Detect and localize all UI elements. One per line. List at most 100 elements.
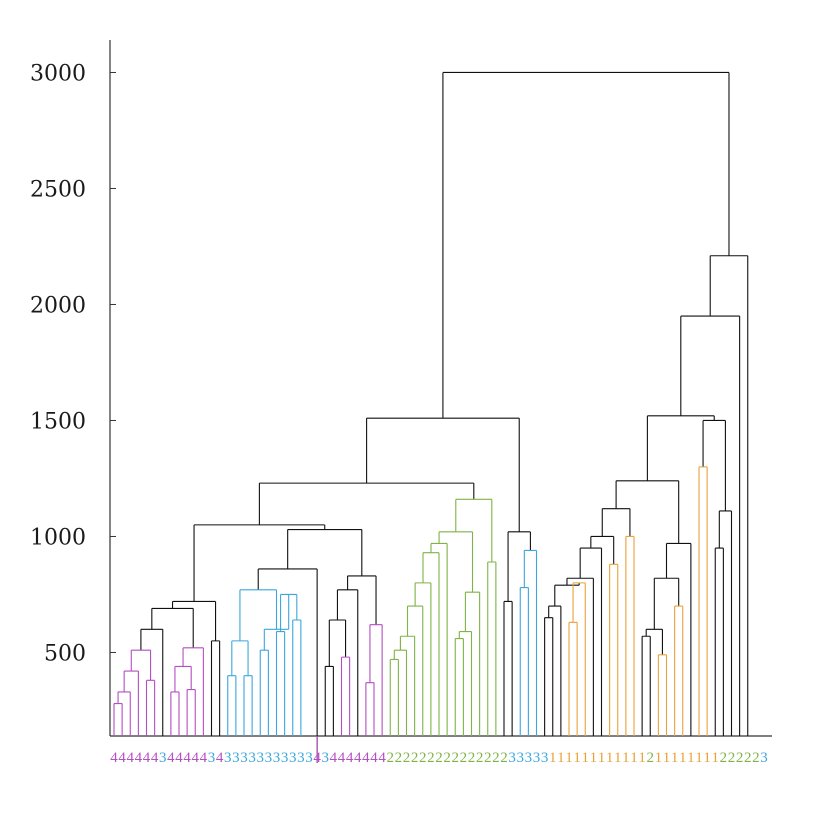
leaf-label: 1 — [679, 750, 687, 766]
dendrogram-link — [590, 535, 615, 565]
dendrogram-link — [140, 628, 164, 736]
leaf-label: 4 — [216, 750, 224, 766]
leaf-label: 3 — [208, 750, 216, 766]
dendrogram-link — [519, 586, 529, 736]
dendrogram-link — [243, 675, 253, 736]
leaf-label: 1 — [695, 750, 703, 766]
dendrogram-link — [674, 605, 684, 736]
dendrogram-link — [123, 670, 139, 736]
leaf-label: 3 — [159, 750, 167, 766]
dendrogram-link — [455, 498, 493, 562]
leaf-label: 3 — [517, 750, 525, 766]
dendrogram-link — [186, 689, 196, 736]
dendrogram-link — [257, 568, 318, 763]
dendrogram-link — [568, 621, 578, 736]
leaf-label: 4 — [175, 750, 183, 766]
leaf-label: 4 — [183, 750, 191, 766]
leaf-label: 3 — [248, 750, 256, 766]
dendrogram-link — [389, 658, 399, 736]
dendrogram-link — [287, 528, 363, 576]
leaf-label: 2 — [728, 750, 736, 766]
y-tick-label: 1000 — [30, 525, 86, 550]
leaf-label: 1 — [703, 750, 711, 766]
leaf-label: 2 — [419, 750, 427, 766]
dendrogram-link — [554, 582, 580, 607]
leaf-label: 2 — [395, 750, 403, 766]
dendrogram-link — [523, 549, 538, 736]
dendrogram-link — [366, 417, 520, 532]
leaf-label: 3 — [289, 750, 297, 766]
leaf-label-row: 4444443444443433333333333434444444222222… — [110, 750, 768, 766]
leaf-label: 4 — [135, 750, 143, 766]
leaf-label: 2 — [476, 750, 484, 766]
leaf-label: 2 — [435, 750, 443, 766]
leaf-label: 1 — [606, 750, 614, 766]
dendrogram-link — [544, 617, 554, 736]
leaf-label: 1 — [573, 750, 581, 766]
dendrogram-link — [151, 607, 194, 648]
dendrogram-link — [454, 638, 464, 736]
dendrogram-link — [145, 679, 156, 736]
leaf-label: 1 — [549, 750, 557, 766]
dendrogram-link — [641, 635, 651, 736]
leaf-label: 3 — [257, 750, 265, 766]
dendrogram-link — [601, 508, 631, 537]
leaf-label: 1 — [565, 750, 573, 766]
leaf-label: 3 — [297, 750, 305, 766]
dendrogram-link — [680, 315, 741, 736]
dendrogram-link — [422, 552, 440, 736]
leaf-label: 2 — [752, 750, 760, 766]
leaf-label: 3 — [760, 750, 768, 766]
leaf-label: 2 — [452, 750, 460, 766]
dendrogram-link — [393, 649, 408, 736]
dendrogram-link — [714, 547, 724, 736]
leaf-label: 2 — [744, 750, 752, 766]
dendrogram-link — [645, 628, 663, 655]
leaf-label: 4 — [313, 750, 321, 766]
leaf-label: 3 — [541, 750, 549, 766]
dendrogram-link — [113, 702, 123, 736]
dendrogram-link — [210, 640, 221, 736]
dendrogram-link — [709, 255, 749, 736]
leaf-label: 1 — [712, 750, 720, 766]
dendrogram-link — [231, 640, 249, 676]
dendrogram-link — [646, 415, 715, 481]
dendrogram-link — [442, 71, 730, 419]
dendrogram-link — [698, 466, 708, 736]
dendrogram-branches — [113, 71, 749, 763]
dendrogram-link — [328, 619, 347, 667]
dendrogram-link — [171, 600, 217, 641]
leaf-label: 2 — [411, 750, 419, 766]
leaf-label: 1 — [557, 750, 565, 766]
leaf-label: 4 — [362, 750, 370, 766]
dendrogram-link — [406, 605, 424, 736]
leaf-label: 4 — [127, 750, 135, 766]
leaf-label: 4 — [192, 750, 200, 766]
dendrogram-link — [275, 631, 286, 736]
y-axis-ticks: 500 1000 1500 2000 2500 3000 — [30, 61, 116, 666]
leaf-label: 3 — [273, 750, 281, 766]
leaf-label: 1 — [622, 750, 630, 766]
leaf-label: 1 — [663, 750, 671, 766]
leaf-label: 4 — [378, 750, 386, 766]
dendrogram-link — [718, 510, 733, 736]
leaf-label: 4 — [200, 750, 208, 766]
dendrogram-link — [239, 589, 278, 641]
dendrogram-link — [572, 582, 586, 736]
leaf-label: 3 — [240, 750, 248, 766]
leaf-label: 2 — [720, 750, 728, 766]
dendrogram-link — [464, 591, 481, 736]
dendrogram-link — [487, 561, 497, 736]
dendrogram-link — [657, 654, 668, 736]
y-tick-label: 3000 — [30, 61, 86, 86]
leaf-label: 2 — [484, 750, 492, 766]
dendrogram-link — [653, 577, 680, 630]
leaf-label: 4 — [143, 750, 151, 766]
dendrogram-link — [503, 600, 513, 736]
dendrogram-link — [548, 605, 562, 736]
leaf-label: 1 — [671, 750, 679, 766]
leaf-label: 4 — [346, 750, 354, 766]
dendrogram-link — [130, 649, 152, 681]
dendrogram-link — [259, 649, 269, 736]
leaf-label: 4 — [354, 750, 362, 766]
